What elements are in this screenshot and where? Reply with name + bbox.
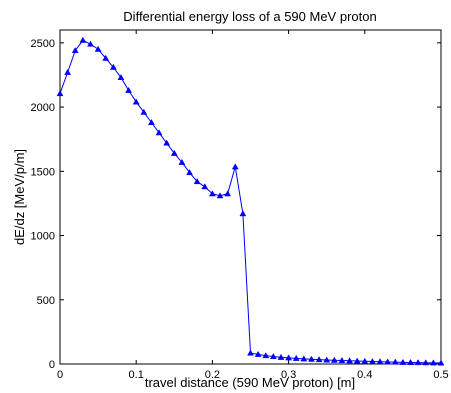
y-tick-label: 2000 <box>31 102 55 114</box>
data-point-marker <box>125 86 133 93</box>
x-axis-label: travel distance (590 MeV proton) [m] <box>145 375 355 390</box>
chart-title: Differential energy loss of a 590 MeV pr… <box>123 9 376 24</box>
data-point-marker <box>231 163 239 170</box>
data-point-marker <box>178 158 186 165</box>
data-point-marker <box>239 210 247 217</box>
data-point-marker <box>277 353 285 360</box>
y-tick-label: 0 <box>49 359 55 371</box>
data-point-marker <box>109 63 117 70</box>
data-point-marker <box>247 349 254 356</box>
data-point-marker <box>407 358 414 365</box>
data-point-marker <box>117 74 125 81</box>
data-point-marker <box>323 356 331 363</box>
x-tick-label: 0.3 <box>281 369 296 381</box>
data-point-marker <box>384 358 392 365</box>
y-tick-label: 1500 <box>31 166 55 178</box>
data-point-marker <box>308 355 315 362</box>
y-axis-ticks: 0 500 1000 1500 2000 2500 <box>31 38 441 371</box>
data-point-marker <box>155 129 163 136</box>
data-point-marker <box>285 354 293 361</box>
data-point-marker <box>353 357 361 364</box>
x-tick-label: 0.5 <box>433 369 448 381</box>
data-point-marker <box>208 190 216 197</box>
data-point-marker <box>346 357 353 364</box>
data-point-marker <box>201 183 209 190</box>
data-point-marker <box>422 359 430 366</box>
data-point-marker <box>140 108 148 115</box>
y-tick-label: 500 <box>37 295 55 307</box>
data-point-marker <box>361 357 369 364</box>
data-point-marker <box>262 352 270 359</box>
data-point-marker <box>79 36 87 43</box>
data-point-marker <box>56 90 64 97</box>
data-point-marker <box>437 359 445 366</box>
y-axis-label: dE/dz [MeV/p/m] <box>12 149 27 245</box>
data-point-marker <box>338 357 346 364</box>
data-point-marker <box>186 169 193 176</box>
data-point-marker <box>376 358 384 365</box>
data-point-marker <box>163 139 171 146</box>
x-tick-label: 0.4 <box>357 369 372 381</box>
data-point-marker <box>269 353 277 360</box>
data-point-marker <box>391 358 399 365</box>
data-point-marker <box>170 149 178 156</box>
data-point-marker <box>71 47 79 54</box>
data-point-marker <box>399 358 407 365</box>
data-series <box>56 36 445 366</box>
data-point-marker <box>315 356 323 363</box>
data-point-marker <box>193 178 201 185</box>
data-point-marker <box>87 40 94 47</box>
data-point-marker <box>64 68 72 75</box>
data-point-marker <box>330 356 338 363</box>
data-point-marker <box>414 359 422 366</box>
data-point-marker <box>148 118 155 125</box>
data-point-marker <box>94 45 102 52</box>
x-axis-ticks: 0 0.1 0.2 0.3 0.4 0.5 <box>57 30 449 381</box>
data-point-marker <box>300 355 308 362</box>
data-point-marker <box>292 354 300 361</box>
x-tick-label: 0 <box>57 369 63 381</box>
data-point-marker <box>254 350 262 357</box>
x-tick-label: 0.1 <box>129 369 144 381</box>
data-point-marker <box>429 359 437 366</box>
data-point-marker <box>102 54 110 61</box>
data-point-marker <box>216 192 224 199</box>
x-tick-label: 0.2 <box>205 369 220 381</box>
data-point-marker <box>132 98 140 105</box>
data-point-marker <box>224 190 232 197</box>
plot-area <box>59 29 442 365</box>
y-tick-label: 2500 <box>31 38 55 50</box>
data-point-marker <box>368 358 376 365</box>
y-tick-label: 1000 <box>31 231 55 243</box>
